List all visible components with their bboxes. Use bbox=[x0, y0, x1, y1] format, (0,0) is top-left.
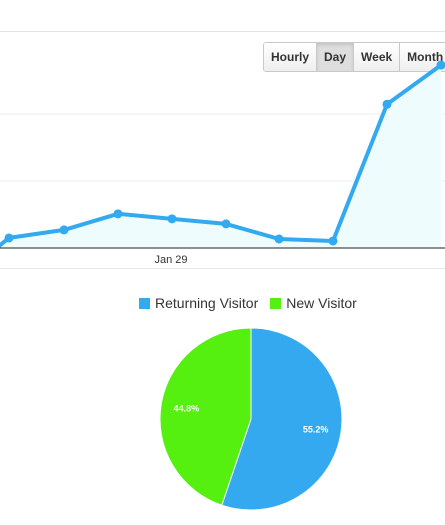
pie-label-returning: 55.2% bbox=[303, 425, 329, 435]
legend-swatch-new bbox=[270, 297, 282, 309]
hourly-button[interactable]: Hourly bbox=[264, 43, 318, 71]
pie-label-new: 44.8% bbox=[174, 403, 200, 413]
pie-slice-new[interactable] bbox=[159, 327, 252, 506]
data-points bbox=[4, 60, 445, 246]
day-button[interactable]: Day bbox=[317, 43, 355, 71]
area-fill bbox=[0, 65, 441, 248]
legend-item-new: New Visitor bbox=[270, 295, 357, 311]
legend-item-returning: Returning Visitor bbox=[139, 295, 258, 311]
data-point[interactable] bbox=[167, 214, 177, 224]
data-point[interactable] bbox=[382, 99, 392, 109]
range-selector: Hourly Day Week Month bbox=[263, 42, 445, 72]
data-point[interactable] bbox=[59, 225, 69, 235]
data-point[interactable] bbox=[274, 234, 284, 244]
data-point[interactable] bbox=[113, 209, 123, 219]
pie-slice-returning[interactable] bbox=[221, 327, 343, 511]
data-point[interactable] bbox=[328, 236, 338, 246]
legend-label-new: New Visitor bbox=[286, 295, 357, 311]
legend-swatch-returning bbox=[139, 297, 150, 309]
pie-legend: Returning Visitor New Visitor bbox=[139, 295, 369, 311]
section-divider bbox=[0, 268, 445, 269]
month-button[interactable]: Month bbox=[400, 43, 445, 71]
top-divider bbox=[0, 31, 445, 32]
week-button[interactable]: Week bbox=[354, 43, 401, 71]
visits-line-chart: Jan 29 bbox=[0, 60, 445, 266]
data-point[interactable] bbox=[221, 219, 231, 229]
legend-label-returning: Returning Visitor bbox=[155, 295, 259, 311]
series-line bbox=[0, 63, 443, 248]
x-tick-label: Jan 29 bbox=[154, 254, 187, 266]
data-point[interactable] bbox=[4, 233, 14, 243]
data-point[interactable] bbox=[436, 60, 445, 70]
